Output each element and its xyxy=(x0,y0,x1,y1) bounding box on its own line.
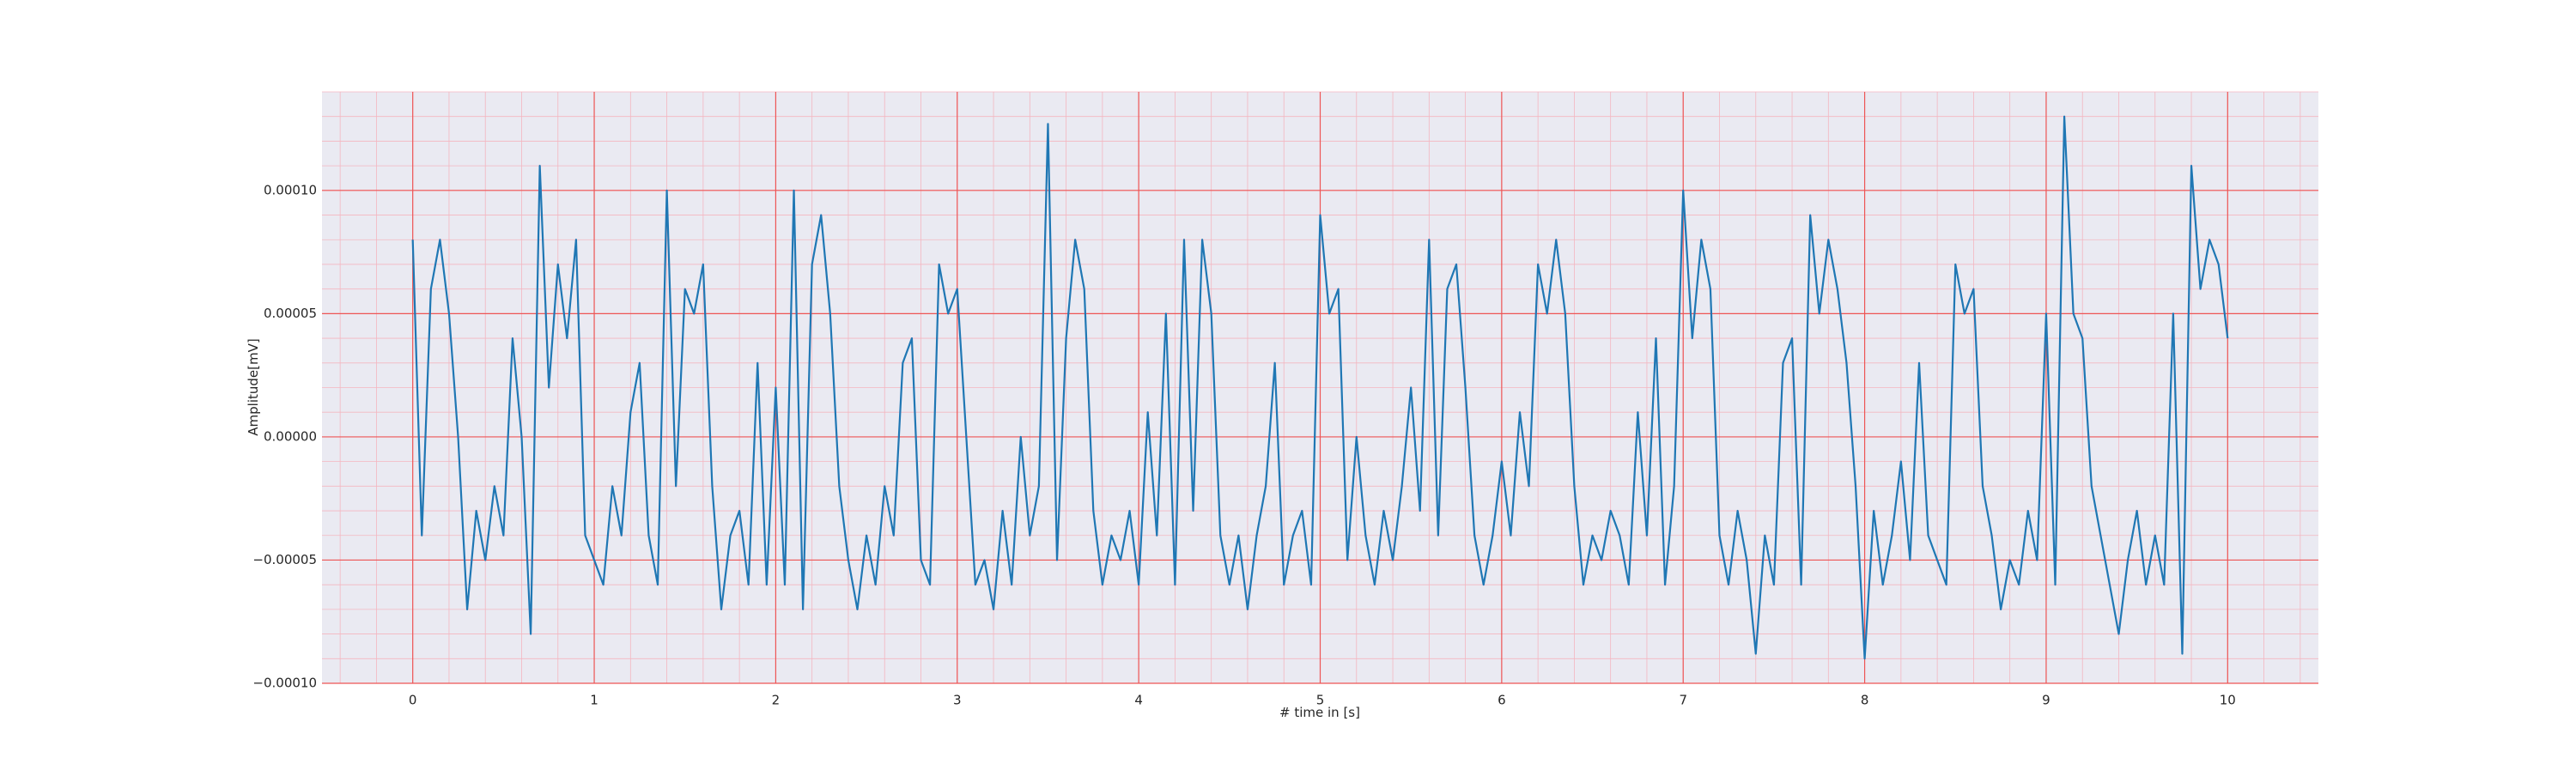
x-tick-label: 7 xyxy=(1679,693,1687,708)
y-tick-label: −0.00005 xyxy=(252,552,317,567)
x-tick-label: 5 xyxy=(1316,693,1325,708)
x-tick-label: 3 xyxy=(953,693,962,708)
x-tick-label: 2 xyxy=(772,693,781,708)
x-tick-label: 10 xyxy=(2220,693,2236,708)
x-tick-label: 4 xyxy=(1134,693,1143,708)
x-tick-label: 8 xyxy=(1861,693,1869,708)
y-tick-label: −0.00010 xyxy=(252,676,317,691)
y-tick-label: 0.00000 xyxy=(264,428,317,444)
y-tick-label: 0.00005 xyxy=(264,306,317,321)
y-axis-label: Amplitude[mV] xyxy=(246,338,261,435)
x-tick-label: 1 xyxy=(590,693,598,708)
x-tick-label: 9 xyxy=(2042,693,2050,708)
x-tick-label: 6 xyxy=(1498,693,1506,708)
y-tick-label: 0.00010 xyxy=(264,182,317,197)
x-tick-label: 0 xyxy=(409,693,417,708)
signal-line xyxy=(411,115,2229,660)
x-axis-label: # time in [s] xyxy=(1279,705,1360,720)
